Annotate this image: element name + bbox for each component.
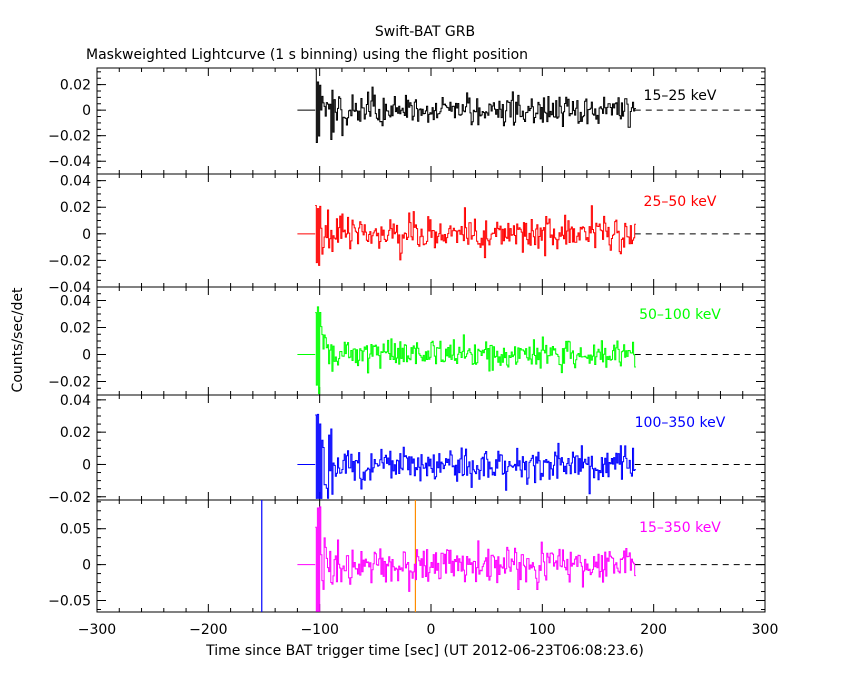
panel-15-350-kev: −0.05 0 0.05 15–350 keV [48,499,766,613]
band-label: 15–25 keV [644,88,717,104]
y-tick-label: 0.04 [60,174,91,190]
band-label: 100–350 keV [635,415,726,431]
x-tick-label: 0 [427,622,436,638]
y-tick-label: 0.02 [60,78,91,94]
x-tick-label: 200 [640,622,667,638]
y-tick-label: −0.02 [48,129,91,145]
band-label: 25–50 keV [644,194,717,210]
x-tick-label: −100 [300,622,338,638]
y-tick-label: −0.02 [48,253,91,269]
panel-frame [96,499,766,613]
y-tick-label: 0.02 [60,425,91,441]
y-axis-label: Counts/sec/det [10,287,26,392]
panel-50-100-kev: −0.02 0 0.02 0.04 50–100 keV [48,286,766,396]
panel-frame [96,67,766,175]
y-tick-label: −0.04 [48,154,91,170]
figure-title: Swift-BAT GRB [375,24,475,40]
x-tick-label: −300 [78,622,116,638]
panel-frame [96,286,766,396]
lightcurve-series [315,413,636,499]
y-tick-label: 0 [82,558,91,574]
y-tick-label: −0.02 [48,375,91,391]
panel-25-50-kev: −0.04 −0.02 0 0.02 0.04 25–50 keV [48,173,766,296]
lightcurve-series [315,68,636,143]
panel-100-350-kev: −0.02 0 0.02 0.04 100–350 keV [48,393,766,506]
y-tick-label: 0.02 [60,200,91,216]
panel-frame [96,394,766,501]
y-tick-label: 0.05 [60,522,91,538]
y-tick-label: 0 [82,457,91,473]
lightcurve-series [315,506,636,612]
y-tick-label: 0 [82,227,91,243]
y-tick-label: 0 [82,103,91,119]
y-tick-label: 0.04 [60,294,91,310]
y-tick-label: −0.04 [48,280,91,296]
x-tick-label: −200 [189,622,227,638]
y-tick-label: 0.02 [60,321,91,337]
x-axis-label: Time since BAT trigger time [sec] (UT 20… [205,643,644,659]
y-tick-label: 0.04 [60,393,91,409]
band-label: 15–350 keV [639,520,721,536]
band-label: 50–100 keV [639,307,721,323]
lightcurve-series [315,306,636,395]
panels-group: −0.04 −0.02 0 0.02 15–25 keV −0.04 −0.02 0 0.02 0… [48,67,779,638]
y-tick-label: −0.05 [48,594,91,610]
lightcurve-series [315,205,636,266]
y-tick-label: −0.02 [48,490,91,506]
x-tick-label: 300 [752,622,779,638]
y-tick-label: 0 [82,348,91,364]
figure-subtitle: Maskweighted Lightcurve (1 s binning) us… [86,47,528,63]
panel-15-25-kev: −0.04 −0.02 0 0.02 15–25 keV [48,67,766,175]
x-tick-label: 100 [529,622,556,638]
